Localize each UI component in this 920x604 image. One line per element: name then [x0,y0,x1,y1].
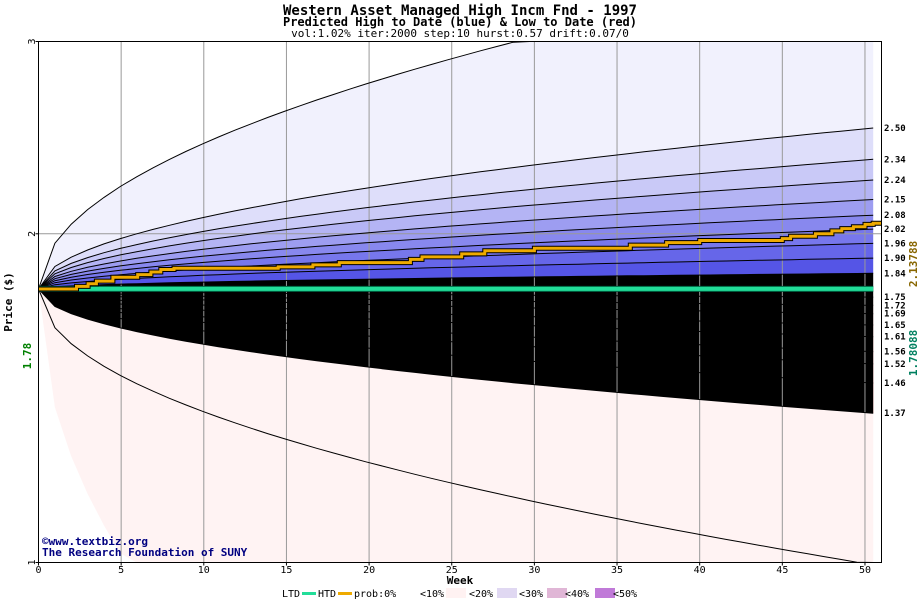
lower-value-label: 1.46 [884,379,906,389]
chart-params: vol:1.02% iter:2000 step:10 hurst:0.57 d… [291,27,629,40]
y-axis-label: Price ($) [2,272,15,332]
lower-value-label: 1.61 [884,333,906,343]
legend-swatch-2 [497,588,517,598]
upper-quantile-line-4 [38,199,874,290]
lower-value-label: 1.69 [884,310,906,320]
upper-value-label: 2.08 [884,211,906,221]
upper-band-0 [38,41,874,289]
upper-value-label: 2.15 [884,196,906,206]
upper-value-label: 1.96 [884,239,906,249]
upper-value-label: 2.24 [884,176,906,186]
legend-item-2: <30% [519,589,543,600]
y-tick-label: 1 [27,559,38,565]
ltd-final-label: 1.78088 [907,330,920,376]
htd-line [38,221,882,291]
legend-item-3: <40% [565,589,589,600]
legend-swatch-1 [446,588,466,598]
x-tick-label: 50 [859,565,871,576]
upper-band-3 [38,180,874,289]
x-tick-label: 45 [776,565,788,576]
lower-quantile-line-0 [38,288,874,298]
upper-band-7 [38,243,874,289]
lower-value-label: 1.56 [884,348,906,358]
legend: LTD HTD prob:0% <10% <20% <30% <40% <50% [282,588,637,600]
x-tick-label: 40 [694,565,706,576]
lower-value-label: 1.75 [884,293,906,303]
chart-subtitle: Predicted High to Date (blue) & Low to D… [283,15,637,29]
y-tick-label: 3 [27,38,38,44]
lower-quantile-line-4 [38,288,874,338]
lower-quantile-line-6 [38,288,874,365]
lower-quantile-line-outer [38,288,874,563]
credit-line-2: The Research Foundation of SUNY [42,546,248,559]
x-tick-label: 25 [446,565,458,576]
x-tick-label: 30 [528,565,540,576]
upper-band-2 [38,159,874,289]
x-axis-label: Week [447,574,474,587]
upper-value-label: 1.84 [884,269,906,279]
upper-band-8 [38,258,874,289]
upper-quantile-line-9 [38,272,874,290]
upper-quantile-line-5 [38,214,874,290]
lower-quantile-line-3 [38,288,874,326]
upper-quantile-line-3 [38,179,874,290]
upper-quantile-line-1 [38,127,874,290]
upper-value-label: 1.90 [884,254,906,264]
legend-prob-label: prob:0% [354,589,396,600]
lower-quantile-line-8 [38,288,874,414]
lower-quantile-line-5 [38,288,874,353]
lower-quantile-line-2 [38,288,874,315]
x-tick-label: 0 [35,565,41,576]
legend-htd-swatch [338,592,352,595]
x-tick-label: 5 [118,565,124,576]
upper-quantile-line-2 [38,158,874,290]
x-tick-label: 15 [280,565,292,576]
chart-title: Western Asset Managed High Incm Fnd - 19… [283,3,637,19]
upper-quantile-line-6 [38,228,874,290]
lower-quantile-line-1 [38,288,874,306]
lower-quantile-line-7 [38,288,874,384]
lower-value-label: 1.37 [884,409,906,419]
legend-swatch-0 [398,588,418,598]
upper-value-label: 2.02 [884,225,906,235]
upper-value-label: 2.50 [884,124,906,134]
upper-band-9 [38,273,874,289]
lower-value-label: 1.52 [884,360,906,370]
y-tick-label: 2 [27,231,38,237]
legend-ltd-label: LTD [282,589,300,600]
upper-band-1 [38,128,874,289]
credit-line-1: ©www.textbiz.org [42,535,148,548]
lower-value-label: 1.65 [884,321,906,331]
legend-ltd-swatch [302,592,316,595]
x-tick-label: 35 [611,565,623,576]
start-price-label: 1.78 [21,343,34,370]
legend-swatch-3 [547,588,567,598]
legend-htd-label: HTD [318,589,336,600]
upper-value-label: 2.34 [884,155,906,165]
x-tick-label: 20 [363,565,375,576]
legend-item-4: <50% [613,589,637,600]
lower-value-label: 1.72 [884,301,906,311]
upper-band-4 [38,199,874,289]
upper-quantile-line-8 [38,257,874,290]
x-tick-label: 10 [198,565,210,576]
legend-swatch-4 [595,588,615,598]
htd-final-label: 2.13788 [907,241,920,287]
legend-item-0: <10% [420,589,444,600]
legend-item-1: <20% [469,589,493,600]
